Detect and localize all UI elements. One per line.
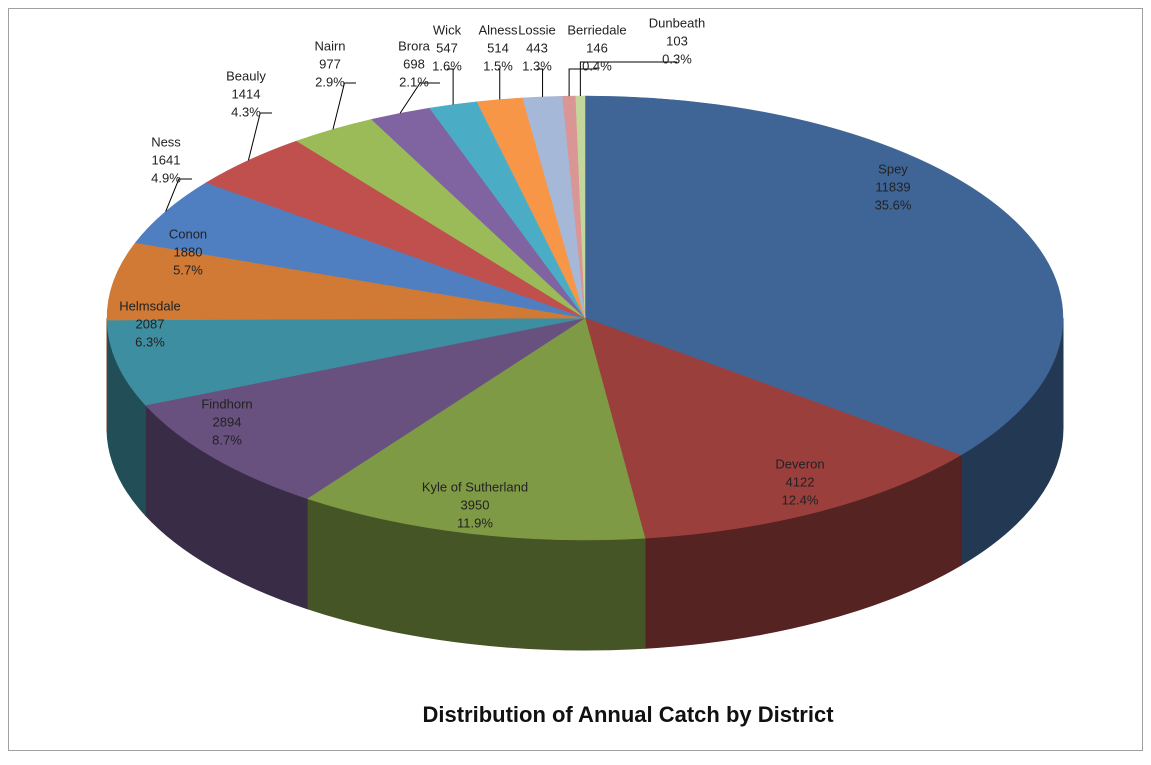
data-label-value: 146 — [586, 40, 608, 55]
data-label-percent: 6.3% — [135, 334, 165, 349]
data-label-percent: 35.6% — [875, 197, 912, 212]
data-label-value: 11839 — [875, 179, 910, 194]
chart-title: Distribution of Annual Catch by District — [422, 702, 834, 727]
data-label-percent: 1.5% — [483, 58, 513, 73]
data-label-value: 1414 — [232, 86, 261, 101]
data-label-name: Alness — [478, 22, 518, 37]
data-label-name: Conon — [169, 226, 207, 241]
data-label-name: Helmsdale — [119, 298, 180, 313]
data-label-value: 4122 — [786, 474, 815, 489]
data-label-value: 2087 — [136, 316, 165, 331]
data-label-value: 103 — [666, 33, 688, 48]
data-label-percent: 2.9% — [315, 74, 345, 89]
data-label-percent: 4.9% — [151, 170, 181, 185]
data-label-percent: 1.3% — [522, 58, 552, 73]
data-label-name: Brora — [398, 38, 431, 53]
data-label-percent: 12.4% — [782, 492, 819, 507]
data-label-value: 514 — [487, 40, 509, 55]
data-label-name: Kyle of Sutherland — [422, 479, 528, 494]
data-label-value: 3950 — [461, 497, 490, 512]
data-label-name: Findhorn — [201, 396, 252, 411]
data-label-percent: 0.4% — [582, 58, 612, 73]
data-label-value: 443 — [526, 40, 548, 55]
data-label-name: Lossie — [518, 22, 556, 37]
data-label-value: 977 — [319, 56, 341, 71]
data-label-value: 2894 — [213, 414, 242, 429]
data-label-percent: 8.7% — [212, 432, 242, 447]
data-label-name: Spey — [878, 161, 908, 176]
data-label-name: Wick — [433, 22, 462, 37]
data-label-name: Beauly — [226, 68, 266, 83]
data-label-percent: 4.3% — [231, 104, 261, 119]
data-label-percent: 2.1% — [399, 74, 429, 89]
data-label-percent: 0.3% — [662, 51, 692, 66]
data-label-percent: 11.9% — [457, 515, 493, 530]
data-label-value: 547 — [436, 40, 458, 55]
data-label-percent: 1.6% — [432, 58, 462, 73]
data-label-value: 1880 — [174, 244, 203, 259]
data-label-value: 1641 — [152, 152, 181, 167]
data-label-value: 698 — [403, 56, 425, 71]
data-label-name: Deveron — [775, 456, 824, 471]
data-label-name: Nairn — [314, 38, 345, 53]
data-label-name: Ness — [151, 134, 181, 149]
data-label-name: Berriedale — [567, 22, 626, 37]
data-label-name: Dunbeath — [649, 15, 705, 30]
data-label-percent: 5.7% — [173, 262, 203, 277]
